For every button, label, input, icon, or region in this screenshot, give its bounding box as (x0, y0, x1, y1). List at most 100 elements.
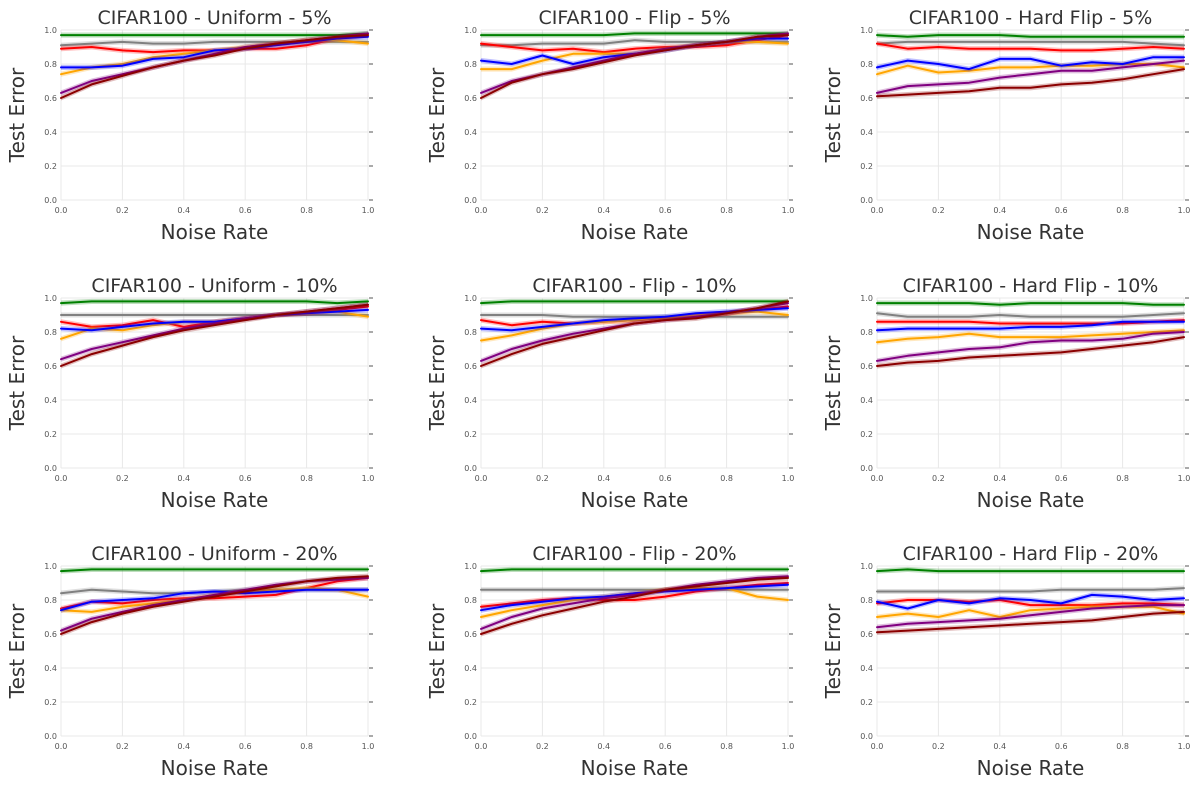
y-axis-label: Test Error (5, 335, 29, 431)
series-2-line (60, 40, 369, 47)
series-4-band (61, 37, 368, 77)
x-tick-label: 0.8 (720, 206, 733, 215)
y-axis-label: Test Error (425, 603, 449, 699)
x-tick-label: 0.4 (177, 742, 190, 751)
x-tick-label: 0.2 (116, 742, 129, 751)
y-tick-label: 1.0 (464, 26, 477, 35)
x-tick-label: 0.0 (55, 206, 68, 215)
subplot-8: 0.0 0.2 0.4 0.6 0.8 1.0 0.0 0.2 0.4 0.6 0.8 1.0 CIFA… (425, 543, 794, 780)
subplot-7: 0.0 0.2 0.4 0.6 0.8 1.0 0.0 0.2 0.4 0.6 0.8 1.0 CIFA… (5, 543, 374, 780)
x-tick-label: 0.2 (932, 474, 945, 483)
chart-title: CIFAR100 - Hard Flip - 5% (909, 7, 1153, 29)
x-tick-label: 0.2 (536, 206, 549, 215)
x-tick-label: 1.0 (1178, 474, 1191, 483)
subplot-6: 0.0 0.2 0.4 0.6 0.8 1.0 0.0 0.2 0.4 0.6 0.8 1.0 CIFA… (821, 275, 1190, 512)
y-tick-label: 0.8 (464, 596, 477, 605)
y-tick-label: 0.0 (464, 464, 477, 473)
y-tick-label: 0.4 (860, 128, 873, 137)
x-tick-label: 0.6 (239, 742, 252, 751)
x-tick-label: 0.6 (1055, 474, 1068, 483)
x-tick-label: 1.0 (782, 742, 795, 751)
y-tick-label: 0.4 (44, 664, 57, 673)
y-tick-label: 1.0 (860, 26, 873, 35)
series-5-line (876, 320, 1185, 332)
series-1-line (480, 300, 789, 305)
x-axis-label: Noise Rate (581, 220, 689, 244)
chart-title: CIFAR100 - Uniform - 10% (91, 275, 337, 297)
x-tick-label: 0.4 (993, 206, 1006, 215)
y-tick-label: 1.0 (464, 294, 477, 303)
x-axis-label: Noise Rate (977, 488, 1085, 512)
series-4-band (61, 585, 368, 615)
series-5-line (480, 583, 789, 612)
y-tick-label: 0.8 (44, 60, 57, 69)
x-tick-label: 0.2 (116, 206, 129, 215)
x-tick-label: 0.6 (1055, 206, 1068, 215)
series-5-line (60, 308, 369, 332)
y-axis-label: Test Error (425, 335, 449, 431)
x-tick-label: 0.8 (1116, 742, 1129, 751)
y-tick-label: 1.0 (44, 26, 57, 35)
x-tick-label: 0.6 (659, 206, 672, 215)
y-tick-label: 0.6 (464, 94, 477, 103)
series-7-line (60, 34, 369, 99)
y-tick-label: 0.8 (860, 60, 873, 69)
y-tick-label: 0.8 (464, 60, 477, 69)
series-7-line (480, 576, 789, 635)
series-3-line (480, 34, 789, 54)
series-7-band (61, 573, 368, 637)
series-7-line (60, 303, 369, 367)
y-tick-label: 1.0 (860, 294, 873, 303)
y-tick-label: 0.8 (464, 328, 477, 337)
x-tick-label: 0.4 (993, 742, 1006, 751)
chart-title: CIFAR100 - Flip - 5% (538, 7, 730, 29)
series-7-line (876, 68, 1185, 98)
y-axis-label: Test Error (5, 603, 29, 699)
y-tick-label: 0.4 (860, 664, 873, 673)
x-tick-label: 1.0 (362, 206, 375, 215)
x-tick-label: 0.6 (659, 742, 672, 751)
x-axis-label: Noise Rate (581, 488, 689, 512)
series-7-band (481, 32, 788, 101)
series-4-line (876, 63, 1185, 76)
series-7-band (877, 66, 1184, 99)
series-7-band (481, 575, 788, 637)
series-6-band (877, 329, 1184, 364)
y-tick-label: 0.8 (44, 328, 57, 337)
x-tick-label: 1.0 (782, 474, 795, 483)
x-tick-label: 0.2 (932, 742, 945, 751)
y-tick-label: 0.6 (44, 362, 57, 371)
y-axis-label: Test Error (5, 67, 29, 163)
x-tick-label: 0.6 (239, 206, 252, 215)
chart-title: CIFAR100 - Hard Flip - 20% (903, 543, 1159, 565)
x-tick-label: 0.0 (475, 206, 488, 215)
x-tick-label: 0.2 (932, 206, 945, 215)
subplot-2: 0.0 0.2 0.4 0.6 0.8 1.0 0.0 0.2 0.4 0.6 0.8 1.0 CIFA… (425, 7, 794, 244)
y-tick-label: 0.2 (464, 430, 477, 439)
series-7-line (480, 300, 789, 367)
y-tick-label: 1.0 (44, 294, 57, 303)
y-tick-label: 0.0 (464, 196, 477, 205)
x-tick-label: 0.6 (239, 474, 252, 483)
x-tick-label: 0.0 (475, 474, 488, 483)
y-tick-label: 0.8 (44, 596, 57, 605)
y-tick-label: 0.2 (860, 698, 873, 707)
series-1-line (876, 34, 1185, 38)
y-tick-label: 0.0 (464, 732, 477, 741)
x-tick-label: 0.8 (720, 742, 733, 751)
y-tick-label: 0.0 (860, 196, 873, 205)
y-axis-label: Test Error (821, 67, 845, 163)
y-tick-label: 0.6 (464, 362, 477, 371)
x-axis-label: Noise Rate (161, 488, 269, 512)
series-6-band (61, 575, 368, 634)
series-2-line (480, 314, 789, 318)
y-tick-label: 0.0 (860, 464, 873, 473)
y-tick-label: 0.0 (860, 732, 873, 741)
series-1-line (60, 300, 369, 305)
series-2-line (876, 587, 1185, 593)
y-tick-label: 0.2 (44, 162, 57, 171)
y-tick-label: 0.4 (860, 396, 873, 405)
subplot-9: 0.0 0.2 0.4 0.6 0.8 1.0 0.0 0.2 0.4 0.6 0.8 1.0 CIFA… (821, 543, 1190, 780)
series-7-band (61, 302, 368, 369)
